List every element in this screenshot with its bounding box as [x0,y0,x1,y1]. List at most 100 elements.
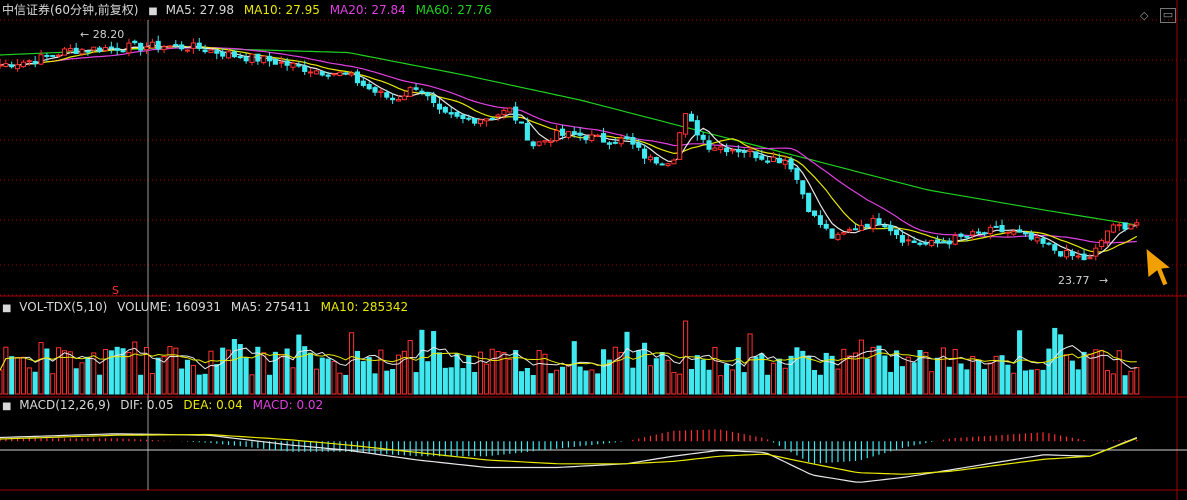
candle-down [366,83,372,90]
volume-bars [0,320,1140,395]
candle-down [343,72,349,75]
volume-bar [946,366,952,395]
macd-dropdown-icon[interactable]: ■ [2,401,12,412]
candle-up [184,49,191,52]
candle-down [390,97,396,101]
volume-bar [1052,327,1058,395]
volume-bar [108,350,114,395]
candle-up [747,149,753,153]
candle-down [266,55,273,62]
volume-bar [1099,349,1105,395]
candle-up [208,49,214,54]
volume-bar [249,374,255,395]
candle-down [431,95,437,103]
volume-bar [337,372,343,395]
candle-up [554,130,560,141]
candle-down [272,58,278,65]
volume-bar [518,371,525,395]
candle-down [688,113,695,122]
candle-down [384,92,390,98]
candle-down [735,149,741,153]
candle-down [296,64,302,67]
candle-down [864,223,870,228]
volume-ma-lines [0,345,1137,371]
cursor-arrow-icon [1145,246,1173,287]
volume-ma5: MA5: 275411 [230,300,311,314]
candle-down [993,225,999,228]
candle-up [290,62,296,68]
candle-up [308,71,314,74]
volume-bar [647,365,653,395]
volume-bar [841,348,847,395]
price-header: 中信证券(60分钟,前复权) ■ MA5: 27.98 MA10: 27.95 … [2,3,498,19]
volume-bar [184,359,191,395]
candle-down [1058,251,1064,257]
candle-up [952,235,958,245]
volume-dropdown-icon[interactable]: ■ [2,303,12,314]
candle-up [495,114,501,118]
volume-bar [759,353,765,395]
volume-bar [1058,334,1064,395]
candle-down [577,132,583,136]
volume-bar [911,362,917,395]
candle-up [349,72,355,76]
low-price-label: 23.77 → [1058,274,1109,287]
volume-bar [653,358,659,395]
volume-value: VOLUME: 160931 [117,300,222,314]
ma5-label: MA5: 27.98 [165,3,234,17]
volume-bar [448,367,454,395]
volume-bar [208,350,214,395]
candle-up [378,90,384,93]
candle-up [683,113,689,135]
volume-bar [876,345,882,395]
candle-down [981,232,987,235]
volume-bar [266,374,273,395]
candle-down [1069,251,1075,257]
ma20-label: MA20: 27.84 [329,3,406,17]
candle-down [1052,244,1058,251]
candle-down [132,40,138,44]
volume-bar [595,373,601,395]
candle-down [852,228,859,231]
candle-up [1116,224,1122,227]
dropdown-triangle-icon[interactable]: ■ [148,6,158,17]
volume-bar [1081,351,1087,395]
volume-bar [220,347,226,395]
candle-down [120,50,126,53]
volume-bar [636,350,642,395]
volume-bar [530,374,536,395]
candle-up [395,98,402,102]
candle-up [589,134,595,141]
candle-up [3,63,9,67]
volume-bar [343,374,349,395]
volume-bar [823,352,829,395]
volume-bar [729,369,736,395]
candle-up [225,51,232,59]
volume-bar [835,368,841,395]
candle-down [466,117,472,120]
volume-bar [319,357,325,395]
volume-bar [67,351,73,395]
volume-bar [612,346,618,395]
volume-bar [770,362,777,395]
volume-bar [577,366,583,395]
candle-down [214,50,220,54]
volume-bar [700,359,706,395]
diamond-icon[interactable]: ◇ [1140,9,1149,22]
volume-bar [665,359,671,395]
volume-bar [718,375,724,395]
volume-bar [923,351,929,395]
candle-down [255,53,261,62]
macd-header: ■ MACD(12,26,9) DIF: 0.05 DEA: 0.04 MACD… [2,398,329,414]
candle-down [559,128,566,136]
candle-up [507,107,513,113]
candle-up [929,240,935,247]
volume-bar [143,347,150,395]
restore-icon[interactable]: ▭ [1160,8,1176,23]
volume-bar [372,373,378,395]
volume-bar [384,370,390,395]
ma5-line [0,44,1137,257]
volume-bar [431,331,437,395]
volume-bar [1110,373,1116,395]
